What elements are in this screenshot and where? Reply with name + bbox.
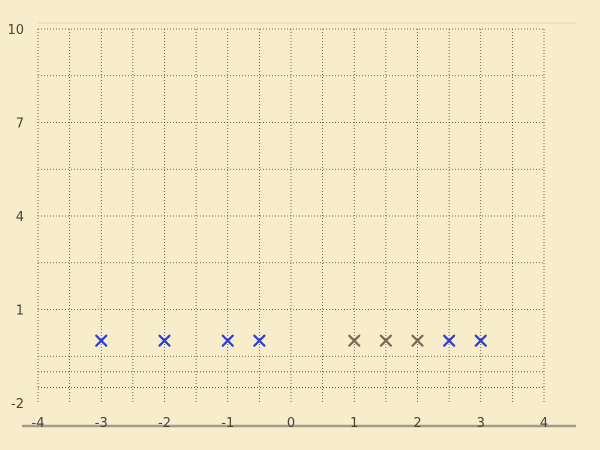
y-tick-label: 1 (16, 304, 24, 319)
data-point (158, 334, 171, 347)
marker-stroke (411, 334, 424, 347)
grid (38, 28, 545, 403)
data-point (253, 334, 266, 347)
marker-stroke (253, 334, 266, 347)
y-tick-label: 10 (7, 23, 24, 38)
data-point (474, 334, 487, 347)
x-tick-label: -2 (158, 416, 171, 431)
data-point (443, 334, 456, 347)
data-point (348, 334, 361, 347)
x-tick-label: 4 (540, 416, 548, 431)
marker-stroke (474, 334, 487, 347)
marker-stroke (158, 334, 171, 347)
x-tick-label: 2 (413, 416, 421, 431)
y-tick-label: -2 (11, 397, 24, 412)
x-tick-label: 1 (350, 416, 358, 431)
marker-stroke (95, 334, 108, 347)
x-tick-labels: -4 -3 -2 -1 0 1 2 3 4 (32, 416, 549, 431)
axes (22, 29, 576, 428)
x-tick-label: -1 (221, 416, 234, 431)
y-tick-label: 4 (16, 210, 24, 225)
marker-stroke (221, 334, 234, 347)
y-tick-labels: -2 1 4 7 10 (7, 23, 24, 412)
x-tick-label: -4 (32, 416, 45, 431)
y-tick-label: 7 (16, 117, 24, 132)
data-point (411, 334, 424, 347)
marker-stroke (443, 334, 456, 347)
data-markers (95, 334, 487, 347)
x-tick-label: 3 (477, 416, 485, 431)
data-point (379, 334, 392, 347)
data-point (95, 334, 108, 347)
x-tick-label: 0 (287, 416, 295, 431)
data-point (221, 334, 234, 347)
marker-stroke (348, 334, 361, 347)
marker-stroke (379, 334, 392, 347)
x-tick-label: -3 (95, 416, 108, 431)
